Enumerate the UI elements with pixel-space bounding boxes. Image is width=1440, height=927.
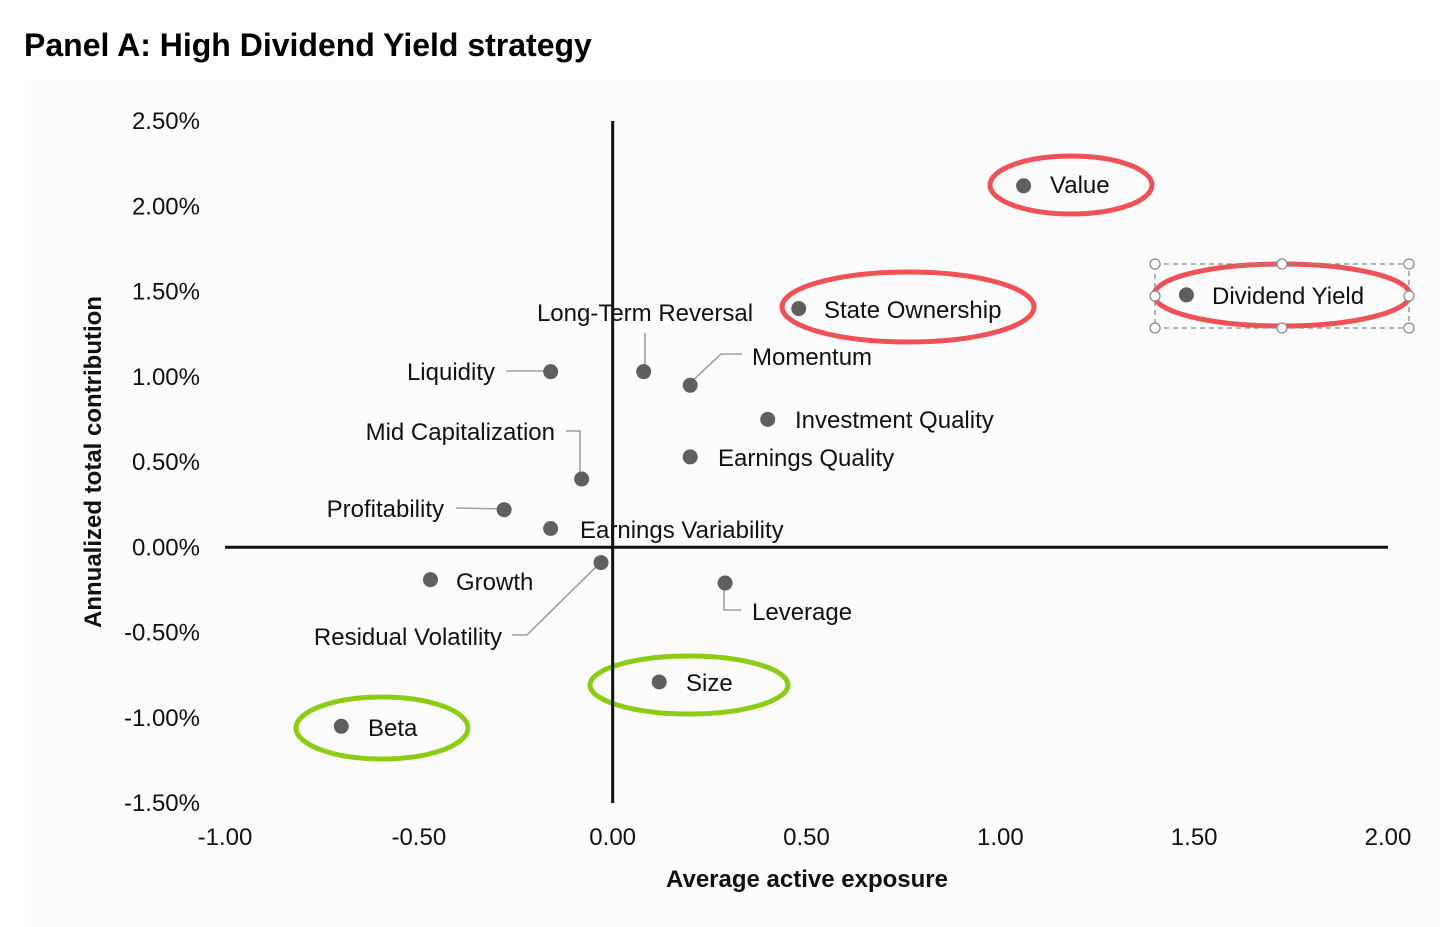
data-label-size: Size [686,670,733,697]
selection-handle[interactable] [1276,258,1288,270]
selection-handle[interactable] [1276,322,1288,334]
data-point-mid-capitalization [574,471,590,487]
data-label-leverage: Leverage [752,599,852,626]
y-tick-label: 2.50% [132,108,200,135]
data-point-state-ownership [791,301,807,317]
y-tick-label: -0.50% [124,620,200,647]
leader-line-residual-volatility [512,562,601,636]
y-tick-label: -1.00% [124,705,200,732]
x-tick-label: 1.00 [977,824,1024,851]
plot-background [30,80,1440,927]
data-label-earnings-quality: Earnings Quality [718,445,894,472]
selection-handle[interactable] [1403,258,1415,270]
data-point-liquidity [543,364,559,380]
data-point-beta [333,718,349,734]
y-tick-label: -1.50% [124,790,200,817]
data-label-profitability: Profitability [327,496,444,523]
data-point-earnings-variability [543,520,559,536]
y-tick-label: 2.00% [132,193,200,220]
data-point-leverage [717,575,733,591]
data-point-growth [422,572,438,588]
data-point-value [1016,178,1032,194]
data-point-investment-quality [760,411,776,427]
highlight-ellipse-size [587,653,791,717]
data-label-earnings-variability: Earnings Variability [580,517,784,544]
y-axis-title: Annualized total contribution [80,296,107,628]
data-point-long-term-reversal [636,364,652,380]
data-point-earnings-quality [682,449,698,465]
selection-handle[interactable] [1149,290,1161,302]
y-tick-label: 1.00% [132,364,200,391]
x-tick-label: -0.50 [391,824,446,851]
x-tick-label: -1.00 [198,824,253,851]
data-label-liquidity: Liquidity [407,359,495,386]
data-label-value: Value [1050,172,1110,199]
data-label-dividend-yield: Dividend Yield [1212,283,1364,310]
data-label-state-ownership: State Ownership [824,297,1001,324]
leader-line-momentum [688,353,742,385]
x-tick-label: 1.50 [1171,824,1218,851]
x-tick-label: 0.00 [589,824,636,851]
selection-handle[interactable] [1403,290,1415,302]
panel-title: Panel A: High Dividend Yield strategy [24,27,592,63]
y-tick-label: 0.00% [132,534,200,561]
selection-handle[interactable] [1149,322,1161,334]
data-label-long-term-reversal: Long-Term Reversal [537,300,753,327]
data-point-size [651,674,667,690]
leader-line-leverage [723,584,741,611]
data-point-residual-volatility [593,555,609,571]
data-point-momentum [682,377,698,393]
highlight-ellipse-beta [293,694,471,762]
highlight-ellipse-value [987,153,1155,217]
x-tick-label: 0.50 [783,824,830,851]
data-label-investment-quality: Investment Quality [795,407,994,434]
data-label-residual-volatility: Residual Volatility [314,624,502,651]
selection-handle[interactable] [1149,258,1161,270]
data-point-dividend-yield [1178,287,1194,303]
highlight-ellipse-state-ownership [779,269,1037,345]
y-tick-label: 1.50% [132,279,200,306]
x-tick-label: 2.00 [1365,824,1412,851]
y-tick-label: 0.50% [132,449,200,476]
data-label-growth: Growth [456,569,533,596]
x-axis-title: Average active exposure [666,866,948,893]
leader-line-mid-capitalization [566,430,581,477]
data-label-mid-capitalization: Mid Capitalization [366,419,555,446]
data-label-beta: Beta [368,715,418,742]
data-point-profitability [496,502,512,518]
data-label-momentum: Momentum [752,344,872,371]
selection-handle[interactable] [1403,322,1415,334]
